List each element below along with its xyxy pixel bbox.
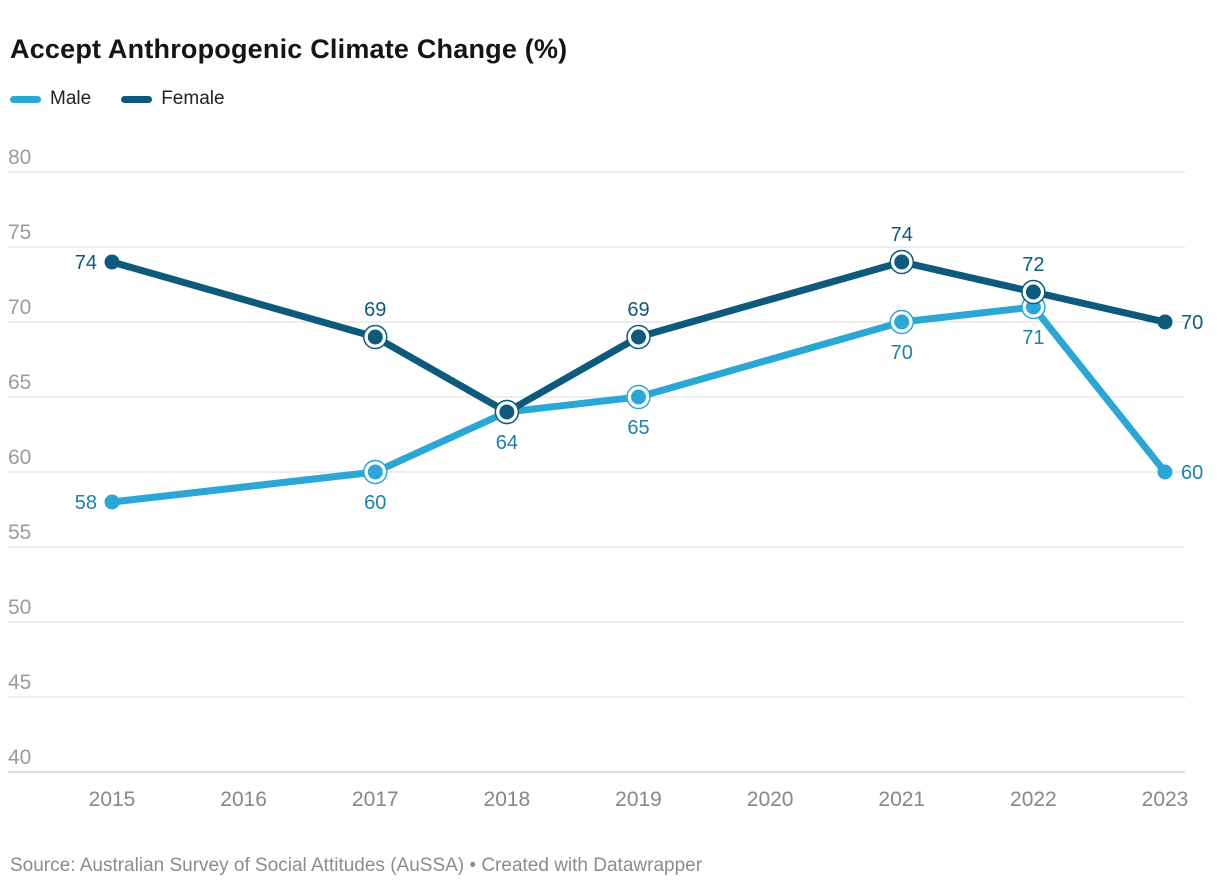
data-point-female[interactable] [367, 329, 383, 345]
y-tick-label: 70 [8, 296, 31, 319]
y-tick-label: 60 [8, 446, 31, 469]
chart-title: Accept Anthropogenic Climate Change (%) [10, 34, 568, 65]
value-label: 69 [364, 299, 386, 321]
y-tick-label: 55 [8, 521, 31, 544]
value-label: 60 [1181, 462, 1203, 484]
legend-item-male: Male [10, 88, 91, 110]
x-tick-label: 2022 [1010, 788, 1057, 811]
value-label: 74 [75, 252, 97, 274]
y-tick-label: 50 [8, 596, 31, 619]
value-label: 60 [364, 492, 386, 514]
x-tick-label: 2020 [747, 788, 794, 811]
x-tick-label: 2019 [615, 788, 662, 811]
x-tick-label: 2015 [89, 788, 136, 811]
legend: Male Female [10, 88, 225, 110]
source-note: Source: Australian Survey of Social Atti… [10, 855, 703, 876]
data-point-female[interactable] [1025, 284, 1041, 300]
x-tick-label: 2017 [352, 788, 399, 811]
value-label: 70 [891, 342, 913, 364]
data-point-female[interactable] [104, 254, 120, 270]
y-tick-label: 75 [8, 221, 31, 244]
data-point-female[interactable] [499, 404, 515, 420]
data-point-male[interactable] [104, 494, 120, 510]
male-line-swatch-icon [10, 95, 41, 103]
value-label: 64 [496, 432, 518, 454]
value-label: 69 [627, 299, 649, 321]
female-line-swatch-icon [121, 95, 153, 103]
legend-label-male: Male [50, 88, 92, 109]
value-label: 74 [891, 224, 913, 246]
x-tick-label: 2021 [878, 788, 925, 811]
value-label: 71 [1022, 327, 1044, 349]
x-tick-label: 2016 [220, 788, 267, 811]
data-point-male[interactable] [631, 389, 646, 405]
data-point-male[interactable] [367, 464, 383, 480]
data-point-female[interactable] [894, 254, 910, 270]
value-label: 65 [627, 417, 649, 439]
y-tick-label: 65 [8, 371, 31, 394]
value-label: 58 [75, 492, 97, 514]
data-point-male[interactable] [1157, 464, 1173, 480]
data-point-female[interactable] [1157, 314, 1173, 330]
x-tick-label: 2023 [1142, 788, 1189, 811]
y-tick-label: 40 [8, 746, 31, 769]
value-label: 70 [1181, 312, 1203, 334]
x-tick-label: 2018 [484, 788, 531, 811]
legend-label-female: Female [161, 88, 225, 109]
data-point-female[interactable] [631, 329, 646, 345]
legend-item-female: Female [121, 88, 225, 110]
y-tick-label: 45 [8, 671, 31, 694]
line-chart: 40 45 50 55 60 65 70 75 80 2015 2016 2017 2018 2019 20… [8, 146, 1203, 811]
value-label: 72 [1022, 254, 1044, 276]
y-tick-label: 80 [8, 146, 31, 169]
data-point-male[interactable] [894, 314, 910, 330]
